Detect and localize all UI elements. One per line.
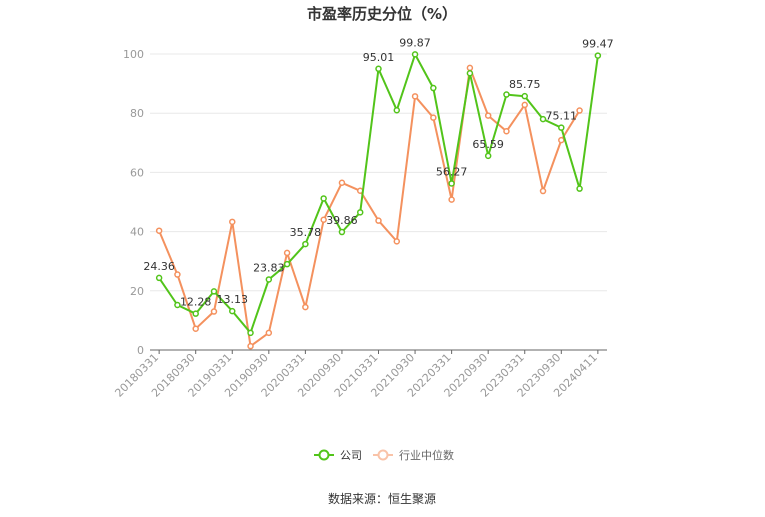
data-point [466,69,474,77]
data-point [155,227,163,234]
data-point [576,107,583,114]
data-point [448,180,455,187]
data-source: 数据来源：恒生聚源 [328,491,436,506]
data-point [210,308,218,315]
data-label: 95.01 [363,51,395,64]
data-point [302,240,309,248]
data-label: 85.75 [509,78,541,91]
data-point [539,187,547,195]
data-point [192,325,199,332]
data-point [174,301,181,309]
y-tick-label: 80 [130,107,144,120]
data-point [393,106,401,114]
data-point [210,288,218,295]
data-label: 12.28 [180,296,212,309]
y-tick-label: 60 [130,166,144,179]
legend-company-marker [318,449,330,461]
y-tick-label: 40 [130,226,144,239]
data-point [338,228,346,236]
data-point [265,276,273,283]
data-point [576,185,583,192]
data-point [503,128,510,135]
data-point [375,217,382,224]
data-point [302,303,309,311]
data-label: 75.11 [546,110,578,123]
grid-lines [150,53,607,292]
data-labels: 24.36 12.28 13.13 23.83 35.78 39.86 95.01 99.87… [143,36,613,308]
y-tick-label: 0 [137,344,144,357]
chart-title: 市盈率历史分位（%） [307,5,457,23]
data-point [393,238,401,245]
data-point [411,93,419,100]
data-label: 99.87 [399,36,431,49]
data-point [539,115,547,123]
data-point [466,64,474,72]
data-point [594,52,602,59]
data-point [338,179,346,187]
data-label: 99.47 [582,38,614,51]
data-point [155,274,163,282]
data-label: 24.36 [143,260,175,273]
data-label: 56.27 [436,165,468,178]
data-point [411,51,419,58]
data-point [320,195,327,202]
data-point [430,114,437,121]
data-point [558,136,565,144]
data-point [247,342,254,350]
data-point [356,209,364,216]
data-point [430,84,437,92]
legend: 公司 行业中位数 [314,448,454,462]
series-lines [155,51,602,350]
y-tick-label: 100 [123,48,144,61]
data-label: 13.13 [217,293,249,306]
data-point [229,218,236,226]
data-point [375,65,382,73]
data-point [283,260,291,268]
data-point [503,91,510,98]
data-point [192,310,199,317]
data-point [521,92,528,100]
legend-industry-marker [377,449,389,461]
series-line-industry [158,66,581,348]
legend-company-label: 公司 [340,449,362,462]
data-point [174,271,181,278]
data-point [229,307,236,315]
data-point [448,196,455,203]
data-label: 35.78 [290,226,322,239]
y-tick-label: 20 [130,285,144,298]
data-point [521,101,528,109]
legend-item-company[interactable]: 公司 [314,449,362,462]
legend-item-industry[interactable]: 行业中位数 [373,448,454,462]
legend-industry-label: 行业中位数 [399,448,454,462]
data-point [484,152,492,160]
data-point [283,249,291,257]
data-point [484,112,492,119]
axes: 0204060801002018033120180930201903312019… [112,48,607,400]
data-label: 39.86 [326,214,358,227]
data-label: 65.59 [472,138,504,151]
data-point [320,216,327,224]
data-point [247,329,254,337]
data-point [265,329,273,337]
data-label: 23.83 [253,261,285,274]
data-point [558,124,565,131]
